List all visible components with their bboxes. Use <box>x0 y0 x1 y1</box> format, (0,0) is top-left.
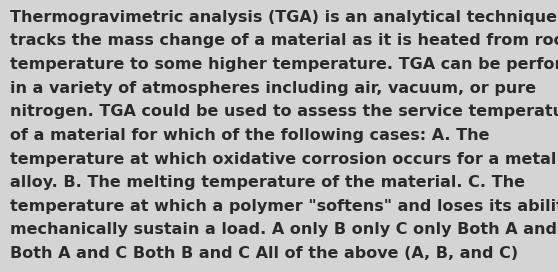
Text: temperature at which oxidative corrosion occurs for a metal: temperature at which oxidative corrosion… <box>10 152 556 166</box>
Text: nitrogen. TGA could be used to assess the service temperature: nitrogen. TGA could be used to assess th… <box>10 104 558 119</box>
Text: temperature at which a polymer "softens" and loses its ability to: temperature at which a polymer "softens"… <box>10 199 558 214</box>
Text: Thermogravimetric analysis (TGA) is an analytical technique that: Thermogravimetric analysis (TGA) is an a… <box>10 10 558 24</box>
Text: temperature to some higher temperature. TGA can be performed: temperature to some higher temperature. … <box>10 57 558 72</box>
Text: mechanically sustain a load. A only B only C only Both A and B: mechanically sustain a load. A only B on… <box>10 222 558 237</box>
Text: alloy. B. The melting temperature of the material. C. The: alloy. B. The melting temperature of the… <box>10 175 525 190</box>
Text: of a material for which of the following cases: A. The: of a material for which of the following… <box>10 128 489 143</box>
Text: Both A and C Both B and C All of the above (A, B, and C): Both A and C Both B and C All of the abo… <box>10 246 518 261</box>
Text: in a variety of atmospheres including air, vacuum, or pure: in a variety of atmospheres including ai… <box>10 81 536 95</box>
Text: tracks the mass change of a material as it is heated from room: tracks the mass change of a material as … <box>10 33 558 48</box>
